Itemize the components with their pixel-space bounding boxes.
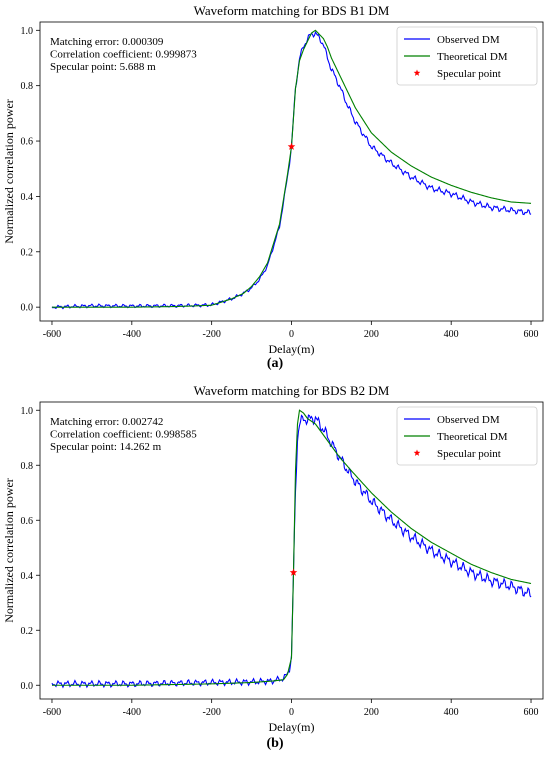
x-tick-label: 200 bbox=[364, 329, 379, 340]
y-tick-label: 0.4 bbox=[21, 192, 34, 203]
legend: Observed DM Theoretical DM Specular point bbox=[396, 26, 538, 86]
legend-marker-star bbox=[413, 69, 421, 76]
y-tick-label: 0.6 bbox=[21, 137, 34, 148]
legend-entry: Specular point bbox=[437, 448, 501, 460]
x-tick-label: 400 bbox=[444, 707, 459, 718]
y-tick-label: 0.0 bbox=[21, 681, 34, 692]
x-tick-label: 200 bbox=[364, 707, 379, 718]
y-tick-label: 0.8 bbox=[21, 81, 34, 92]
x-tick-label: -400 bbox=[123, 329, 141, 340]
y-tick-label: 1.0 bbox=[21, 26, 34, 37]
series-line-theoretical-dm bbox=[51, 409, 532, 686]
annotation-text: Matching error: 0.000309 bbox=[50, 36, 164, 48]
legend-entry: Specular point bbox=[437, 68, 501, 80]
annotation-text: Specular point: 5.688 m bbox=[50, 61, 156, 73]
y-tick-label: 0.0 bbox=[21, 303, 34, 314]
legend-marker-star bbox=[413, 449, 421, 456]
y-tick-label: 0.2 bbox=[21, 626, 34, 637]
y-tick-label: 0.4 bbox=[21, 571, 34, 582]
x-tick-label: -400 bbox=[123, 707, 141, 718]
x-tick-label: -600 bbox=[43, 329, 61, 340]
legend-entry: Theoretical DM bbox=[437, 51, 508, 63]
chart-title: Waveform matching for BDS B2 DM bbox=[194, 383, 390, 398]
y-axis-label: Normalized correlation power bbox=[2, 99, 16, 244]
plot-area bbox=[51, 409, 532, 689]
specular-point-marker bbox=[289, 568, 298, 576]
caption-b: (b) bbox=[266, 736, 284, 751]
chart-title: Waveform matching for BDS B1 DM bbox=[194, 3, 390, 18]
y-tick-label: 0.8 bbox=[21, 461, 34, 472]
annotation-text: Matching error: 0.002742 bbox=[50, 416, 163, 428]
x-tick-label: -200 bbox=[202, 707, 220, 718]
legend: Observed DM Theoretical DM Specular point bbox=[396, 406, 538, 466]
x-tick-label: 0 bbox=[289, 329, 294, 340]
x-tick-label: 600 bbox=[524, 329, 539, 340]
y-tick-label: 1.0 bbox=[21, 406, 34, 417]
legend-box bbox=[396, 26, 538, 86]
legend-box bbox=[396, 406, 538, 466]
y-axis-label: Normalized correlation power bbox=[2, 478, 16, 623]
chart-panel-a: Waveform matching for BDS B1 DM -600 -400 -… bbox=[2, 3, 544, 371]
legend-entry: Observed DM bbox=[437, 34, 500, 46]
chart-panel-b: Waveform matching for BDS B2 DM -600 -400 -… bbox=[0, 382, 550, 764]
x-tick-label: 0 bbox=[289, 707, 294, 718]
y-tick-label: 0.6 bbox=[21, 516, 34, 527]
annotation-text: Correlation coefficient: 0.998585 bbox=[50, 429, 197, 441]
legend-entry: Observed DM bbox=[437, 414, 500, 426]
chart-b-svg: Waveform matching for BDS B2 DM -600 -400 -… bbox=[2, 383, 544, 734]
x-axis-label: Delay(m) bbox=[269, 720, 315, 734]
x-tick-label: -600 bbox=[43, 707, 61, 718]
annotation-text: Specular point: 14.262 m bbox=[50, 441, 162, 453]
x-axis-label: Delay(m) bbox=[269, 342, 315, 356]
x-tick-label: 400 bbox=[444, 329, 459, 340]
legend-entry: Theoretical DM bbox=[437, 431, 508, 443]
annotation-text: Correlation coefficient: 0.999873 bbox=[50, 49, 197, 61]
specular-point-marker bbox=[287, 142, 296, 150]
y-tick-label: 0.2 bbox=[21, 247, 34, 258]
chart-a-svg: Waveform matching for BDS B1 DM -600 -400 -… bbox=[2, 3, 544, 356]
caption-a: (a) bbox=[266, 356, 284, 371]
x-tick-label: 600 bbox=[524, 707, 539, 718]
x-tick-label: -200 bbox=[202, 329, 220, 340]
